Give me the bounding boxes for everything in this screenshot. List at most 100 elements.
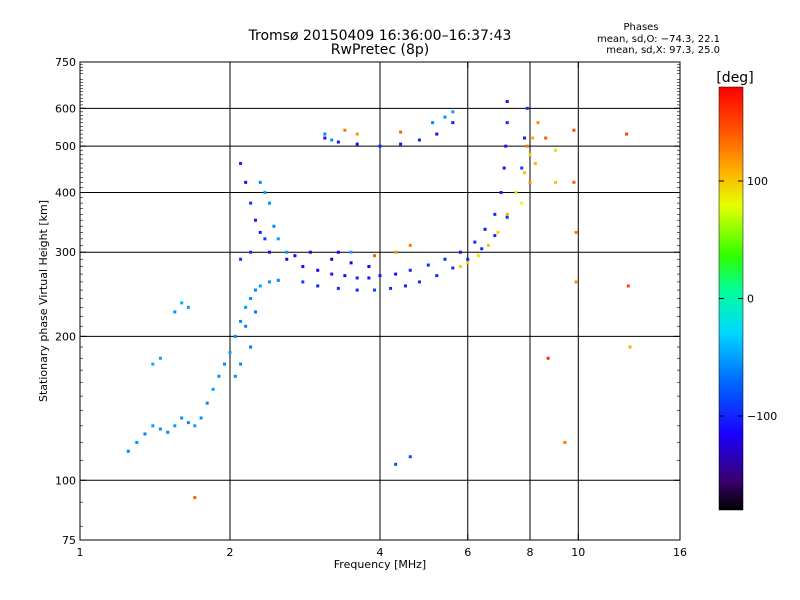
data-point-O: [466, 257, 470, 261]
data-point-O: [301, 265, 305, 269]
data-point-X: [563, 440, 567, 444]
x-tick-label: 2: [227, 546, 234, 559]
data-point-O: [458, 250, 462, 254]
data-point-X: [574, 280, 578, 284]
data-point-X: [373, 254, 377, 258]
data-point-O: [403, 284, 407, 288]
data-point-low: [173, 310, 177, 314]
data-point-O: [293, 254, 297, 258]
data-point-low: [394, 462, 398, 466]
data-point-O: [435, 132, 439, 136]
data-point-O: [426, 263, 430, 267]
data-point-low: [217, 374, 221, 378]
data-point-X: [408, 243, 412, 247]
data-point-O: [435, 274, 439, 278]
data-point-O: [505, 100, 509, 104]
data-point-X: [544, 136, 548, 140]
data-point-X: [533, 161, 537, 165]
data-point-O: [249, 201, 253, 205]
data-point-X: [528, 180, 532, 184]
data-point-X: [399, 130, 403, 134]
data-point-O: [451, 266, 455, 270]
data-point-X: [458, 265, 462, 269]
y-tick-label: 600: [55, 102, 76, 115]
data-point-O: [249, 250, 253, 254]
data-point-X: [553, 148, 557, 152]
chart-title: Tromsø 20150409 16:36:00–16:37:43: [248, 28, 512, 44]
data-point-O: [523, 136, 527, 140]
data-point-low: [158, 427, 162, 431]
data-point-O: [378, 144, 382, 148]
y-tick-label: 400: [55, 186, 76, 199]
data-point-O: [330, 272, 334, 276]
data-point-low: [239, 319, 243, 323]
data-point-X: [505, 212, 509, 216]
data-point-O: [239, 161, 243, 165]
data-point-O: [367, 276, 371, 280]
data-point-low: [239, 362, 243, 366]
data-point-X: [496, 230, 500, 234]
data-point-O: [285, 257, 289, 261]
data-point-low: [193, 424, 197, 428]
data-point-O: [355, 288, 359, 292]
data-point-X: [572, 128, 576, 132]
data-point-low: [253, 288, 257, 292]
data-point-low: [253, 310, 257, 314]
data-point-O: [505, 121, 509, 125]
data-point-O: [263, 237, 267, 241]
data-point-low: [199, 416, 203, 420]
data-point-low: [166, 430, 170, 434]
data-point-O: [483, 227, 487, 231]
data-point-O: [389, 286, 393, 290]
data-point-X: [536, 121, 540, 125]
data-point-low: [443, 115, 447, 119]
phases-heading: Phases: [623, 22, 658, 33]
y-tick-label: 200: [55, 330, 76, 343]
data-point-O: [399, 142, 403, 146]
data-point-O: [525, 106, 529, 110]
data-point-low: [431, 121, 435, 125]
y-tick-label: 100: [55, 474, 76, 487]
data-point-X: [193, 496, 197, 500]
data-point-X: [531, 136, 535, 140]
data-point-low: [285, 250, 289, 254]
grid-lines: [80, 62, 680, 540]
data-point-low: [263, 190, 267, 194]
x-axis-label: Frequency [MHz]: [334, 558, 426, 571]
data-point-low: [244, 305, 248, 309]
data-point-O: [378, 274, 382, 278]
data-point-low: [143, 432, 147, 436]
data-point-O: [316, 284, 320, 288]
x-tick-label: 10: [571, 546, 585, 559]
x-tick-label: 1: [77, 546, 84, 559]
data-point-O: [520, 166, 524, 170]
data-point-X: [355, 132, 359, 136]
x-tick-label: 4: [377, 546, 384, 559]
data-point-low: [272, 224, 276, 228]
data-point-O: [355, 142, 359, 146]
y-tick-label: 75: [62, 534, 76, 547]
data-point-O: [394, 272, 398, 276]
data-point-O: [443, 257, 447, 261]
data-point-O: [349, 261, 353, 265]
data-point-O: [451, 121, 455, 125]
chart-subtitle: RwPretec (8p): [331, 42, 429, 58]
colorbar-tick-label: 0: [747, 293, 754, 306]
data-point-O: [504, 144, 508, 148]
data-point-X: [394, 250, 398, 254]
data-point-low: [276, 237, 280, 241]
data-point-low: [211, 387, 215, 391]
data-point-low: [151, 424, 155, 428]
data-point-O: [316, 268, 320, 272]
data-point-low: [258, 180, 262, 184]
data-point-O: [267, 250, 271, 254]
data-point-O: [373, 288, 377, 292]
data-point-X: [343, 128, 347, 132]
colorbar-label: [deg]: [716, 70, 753, 86]
data-point-O: [417, 280, 421, 284]
data-point-low: [249, 345, 253, 349]
data-point-low: [158, 356, 162, 360]
data-point-X: [528, 153, 532, 157]
data-point-X: [628, 345, 632, 349]
data-point-low: [126, 449, 130, 453]
